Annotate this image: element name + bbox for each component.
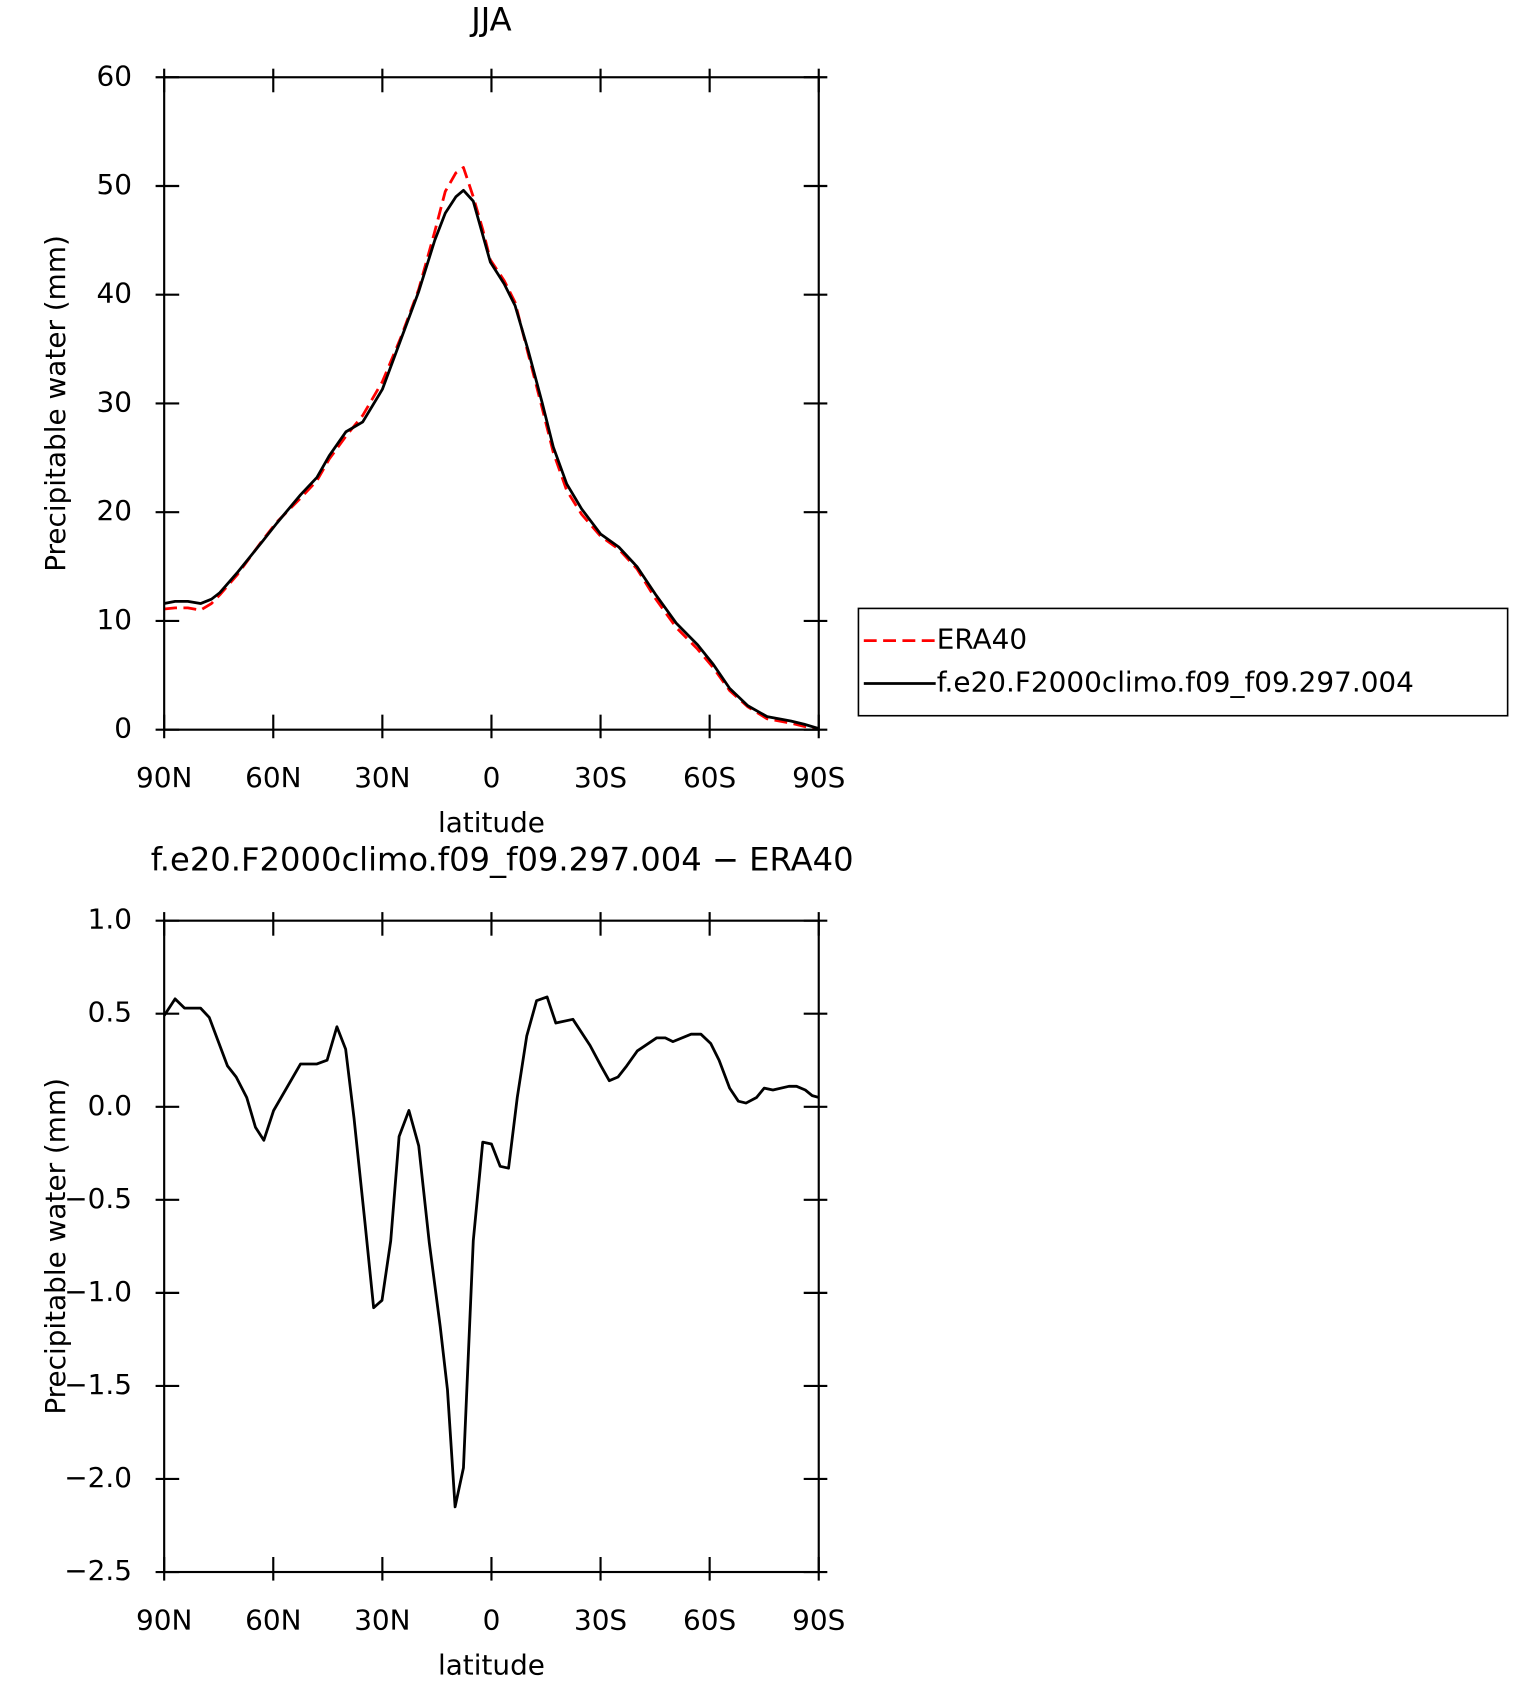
x-tick-label: 60N (245, 1603, 301, 1636)
y-tick-label: 40 (97, 277, 132, 310)
plot-frame (163, 919, 820, 1574)
legend-label: f.e20.F2000climo.f09_f09.297.004 (937, 666, 1414, 699)
y-tick-label: 1.0 (88, 903, 132, 936)
x-tick-label: 90N (136, 761, 192, 794)
data-line (164, 166, 819, 730)
x-axis-label: latitude (438, 806, 545, 839)
x-tick-label: 60S (683, 761, 736, 794)
y-tick-label: −1.0 (64, 1275, 132, 1308)
x-axis-label: latitude (438, 1648, 545, 1681)
y-tick-label: 10 (97, 603, 132, 636)
data-line (163, 995, 820, 1509)
x-tick-label: 30S (574, 1603, 627, 1636)
x-tick-label: 90S (792, 761, 845, 794)
legend-box (857, 607, 1509, 717)
y-tick-label: 20 (97, 494, 132, 527)
chart-title: f.e20.F2000climo.f09_f09.297.004 − ERA40 (151, 841, 854, 879)
x-tick-label: 60N (245, 761, 301, 794)
x-tick-label: 90N (136, 1603, 192, 1636)
y-tick-label: 0.5 (88, 996, 132, 1029)
data-line (163, 188, 820, 730)
y-tick-label: −2.5 (64, 1554, 132, 1587)
y-tick-label: 0 (114, 712, 132, 745)
x-tick-label: 0 (483, 1603, 501, 1636)
y-tick-label: −2.0 (64, 1461, 132, 1494)
y-tick-label: 50 (97, 168, 132, 201)
y-tick-label: 30 (97, 385, 132, 418)
legend-label: ERA40 (937, 623, 1027, 656)
plot-frame (163, 76, 820, 731)
x-tick-label: 30N (354, 1603, 410, 1636)
chart-title: JJA (469, 0, 511, 38)
y-tick-label: −1.5 (64, 1368, 132, 1401)
x-tick-label: 30S (574, 761, 627, 794)
x-tick-label: 30N (354, 761, 410, 794)
y-tick-label: 60 (97, 59, 132, 92)
x-tick-label: 90S (792, 1603, 845, 1636)
y-axis-label: Precipitable water (mm) (39, 235, 72, 572)
y-axis-label: Precipitable water (mm) (39, 1078, 72, 1415)
y-tick-label: −0.5 (64, 1182, 132, 1215)
y-tick-label: 0.0 (88, 1089, 132, 1122)
x-tick-label: 0 (483, 761, 501, 794)
x-tick-label: 60S (683, 1603, 736, 1636)
